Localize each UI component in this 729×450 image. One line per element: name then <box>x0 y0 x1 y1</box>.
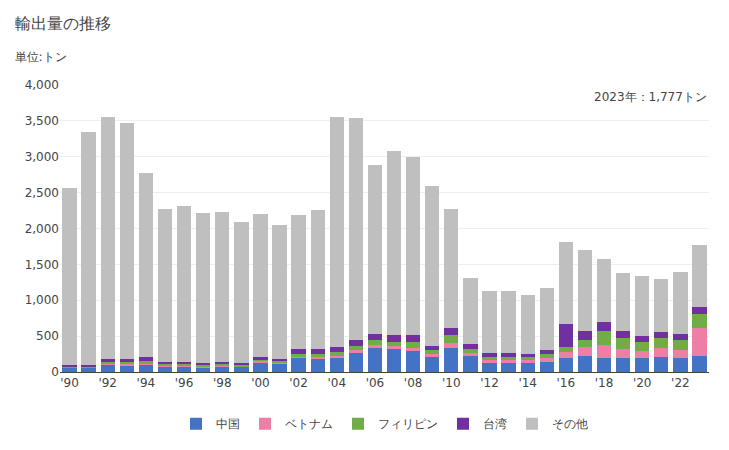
svg-text:ベトナム: ベトナム <box>285 417 333 431</box>
svg-text:輸出量の推移: 輸出量の推移 <box>15 14 111 33</box>
svg-text:3,500: 3,500 <box>25 114 59 128</box>
svg-text:中国: 中国 <box>216 417 240 431</box>
svg-text:'12: '12 <box>480 376 499 390</box>
svg-text:'00: '00 <box>251 376 270 390</box>
svg-text:'92: '92 <box>98 376 117 390</box>
svg-text:'16: '16 <box>557 376 576 390</box>
svg-text:'10: '10 <box>442 376 461 390</box>
svg-text:'20: '20 <box>633 376 652 390</box>
svg-text:'14: '14 <box>518 376 537 390</box>
svg-text:2,500: 2,500 <box>25 186 59 200</box>
svg-text:2,000: 2,000 <box>25 222 59 236</box>
svg-text:'90: '90 <box>60 376 79 390</box>
svg-text:1,000: 1,000 <box>25 293 59 307</box>
svg-text:'96: '96 <box>175 376 194 390</box>
svg-text:台湾: 台湾 <box>483 417 507 431</box>
svg-text:'18: '18 <box>595 376 614 390</box>
svg-text:'04: '04 <box>327 376 346 390</box>
svg-text:フィリピン: フィリピン <box>378 417 438 431</box>
svg-text:'94: '94 <box>137 376 156 390</box>
svg-text:'08: '08 <box>404 376 423 390</box>
svg-text:4,000: 4,000 <box>25 78 59 92</box>
svg-text:0: 0 <box>51 365 59 379</box>
svg-text:単位:トン: 単位:トン <box>15 50 67 64</box>
svg-text:500: 500 <box>36 329 59 343</box>
svg-text:'22: '22 <box>671 376 690 390</box>
svg-text:'02: '02 <box>289 376 308 390</box>
svg-text:'98: '98 <box>213 376 232 390</box>
svg-text:2023年：1,777トン: 2023年：1,777トン <box>594 90 707 104</box>
svg-text:'06: '06 <box>366 376 385 390</box>
svg-text:1,500: 1,500 <box>25 258 59 272</box>
svg-text:その他: その他 <box>552 417 588 431</box>
svg-text:3,000: 3,000 <box>25 150 59 164</box>
